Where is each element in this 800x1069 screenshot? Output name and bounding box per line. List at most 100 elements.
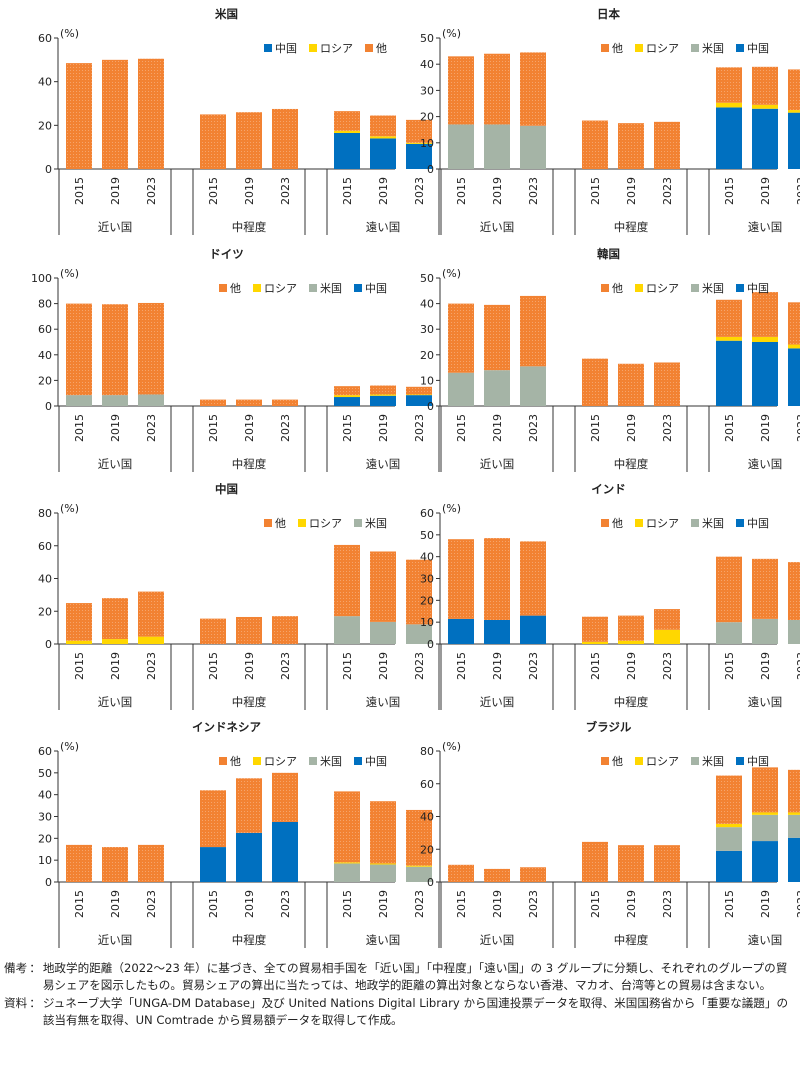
x-tick-label: 2015 [589,890,602,918]
legend-swatch [635,44,643,52]
bar-segment [334,397,360,406]
bar-segment [334,130,360,133]
bar-segment [788,814,800,838]
x-tick-label: 2023 [413,652,426,680]
bar-segment [334,386,360,396]
x-tick-label: 2023 [795,177,800,205]
legend-swatch [691,284,699,292]
x-tick-label: 2019 [759,652,772,680]
chart-panel: 韓国 (%) 0 10 20 30 40 50 2015 2019 2023 近い国 2015 2019 2… [420,247,800,472]
bar-segment [236,399,262,406]
bar-segment [788,69,800,111]
y-tick-label: 20 [420,843,434,856]
legend-swatch [253,284,261,292]
y-tick-label: 60 [420,778,434,791]
x-tick-label: 2023 [145,414,158,442]
x-tick-label: 2023 [279,177,292,205]
x-tick-label: 2023 [661,652,674,680]
bar-segment [582,641,608,644]
bar-segment [752,336,778,342]
legend-label: 他 [230,282,241,295]
bar-segment [520,295,546,367]
x-tick-label: 2023 [527,414,540,442]
bar-segment [406,809,432,866]
bar-segment [370,551,396,622]
y-tick-label: 20 [420,349,434,362]
x-tick-label: 2019 [109,652,122,680]
bar-segment [272,821,298,882]
bar-segment [406,865,432,867]
bar-segment [138,302,164,395]
chart-title: ドイツ [209,247,244,261]
bar-segment [448,618,474,644]
x-tick-label: 2023 [413,177,426,205]
bar-segment [520,125,546,169]
y-axis-unit: (%) [442,27,461,40]
x-tick-label: 2019 [625,177,638,205]
bar-segment [138,844,164,882]
bar-segment [272,772,298,822]
x-tick-label: 2023 [661,177,674,205]
y-tick-label: 0 [45,638,52,651]
legend-label: 米国 [702,517,724,530]
bar-segment [788,344,800,349]
bar-segment [716,340,742,406]
bar-segment [370,115,396,137]
y-tick-label: 30 [38,811,52,824]
bar-segment [618,640,644,644]
y-tick-label: 60 [38,32,52,45]
bar-segment [752,618,778,644]
x-group-label: 遠い国 [748,695,783,709]
bar-segment [448,56,474,125]
legend-label: 中国 [747,517,769,530]
legend-label: 中国 [747,282,769,295]
y-tick-label: 50 [420,529,434,542]
chart-panel: インドネシア (%) 0 10 20 30 40 50 60 2015 2019 2023 近い国 201… [38,720,440,948]
y-tick-label: 20 [38,605,52,618]
x-tick-label: 2015 [723,177,736,205]
legend-swatch [601,757,609,765]
x-group-label: 中程度 [232,933,267,947]
bar-segment [272,108,298,169]
bar-segment [334,111,360,131]
x-group-label: 近い国 [98,220,133,234]
legend-label: ロシア [264,755,297,768]
x-group-label: 遠い国 [366,220,401,234]
bar-segment [484,53,510,125]
y-tick-label: 10 [420,137,434,150]
y-axis-unit: (%) [442,502,461,515]
x-group-label: 近い国 [480,933,515,947]
x-tick-label: 2023 [795,414,800,442]
y-axis-unit: (%) [60,267,79,280]
bar-segment [716,850,742,882]
legend-label: ロシア [309,517,342,530]
bar-segment [520,52,546,126]
bar-segment [618,615,644,641]
bar-segment [752,812,778,815]
x-tick-label: 2019 [491,890,504,918]
x-tick-label: 2015 [73,414,86,442]
x-tick-label: 2015 [455,177,468,205]
x-group-label: 中程度 [614,220,649,234]
legend-label: 他 [612,282,623,295]
x-tick-label: 2019 [625,890,638,918]
x-tick-label: 2019 [759,177,772,205]
bar-segment [406,624,432,644]
legend-swatch [736,284,744,292]
y-tick-label: 30 [420,573,434,586]
x-tick-label: 2015 [207,177,220,205]
x-group-label: 近い国 [480,457,515,471]
chart-title: 中国 [215,482,238,496]
chart-title: 韓国 [597,247,620,261]
note-separator: ： [29,996,41,1010]
bar-segment [448,124,474,169]
x-tick-label: 2015 [341,414,354,442]
y-axis-unit: (%) [60,740,79,753]
y-tick-label: 40 [38,76,52,89]
bar-segment [520,541,546,616]
note-separator: ： [29,961,41,975]
x-group-label: 近い国 [480,695,515,709]
x-tick-label: 2019 [377,652,390,680]
bar-segment [448,303,474,373]
